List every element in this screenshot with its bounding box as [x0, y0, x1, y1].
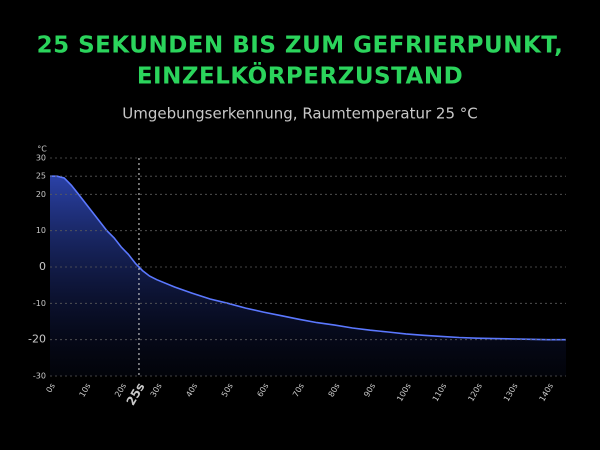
x-tick-label: 80s: [327, 382, 342, 399]
y-tick-label: 20: [36, 190, 46, 199]
x-tick-label: 140s: [538, 382, 556, 403]
x-tick-label: 120s: [466, 382, 484, 403]
y-tick-label: 0: [39, 260, 46, 273]
x-tick-label: 30s: [149, 382, 164, 399]
y-tick-label: -20: [28, 333, 46, 346]
y-tick-label: 25: [36, 172, 46, 181]
x-tick-label: 90s: [362, 382, 377, 399]
chart-title: 25 SEKUNDEN BIS ZUM GEFRIERPUNKT,: [37, 33, 564, 59]
x-tick-label: 100s: [395, 382, 413, 403]
line: [50, 175, 566, 341]
x-tick-label: 0s: [44, 382, 56, 395]
y-axis-label: °C: [37, 145, 47, 154]
y-tick-label: 30: [36, 154, 46, 163]
x-tick-label: 40s: [184, 382, 199, 399]
x-tick-label: 110s: [431, 382, 449, 403]
y-tick-label: 10: [36, 226, 46, 235]
x-tick-label: 25s: [124, 380, 148, 408]
x-tick-label: 10s: [78, 382, 93, 399]
chart-title: EINZELKÖRPERZUSTAND: [137, 62, 463, 90]
x-tick-label: 70s: [291, 382, 306, 399]
x-tick-label: 130s: [502, 382, 520, 403]
area: [50, 176, 566, 376]
y-tick-label: -10: [33, 299, 46, 308]
chart-subtitle: Umgebungserkennung, Raumtemperatur 25 °C: [122, 105, 477, 123]
x-tick-label: 50s: [220, 382, 235, 399]
x-tick-label: 60s: [255, 382, 270, 399]
y-tick-label: -30: [33, 372, 46, 381]
